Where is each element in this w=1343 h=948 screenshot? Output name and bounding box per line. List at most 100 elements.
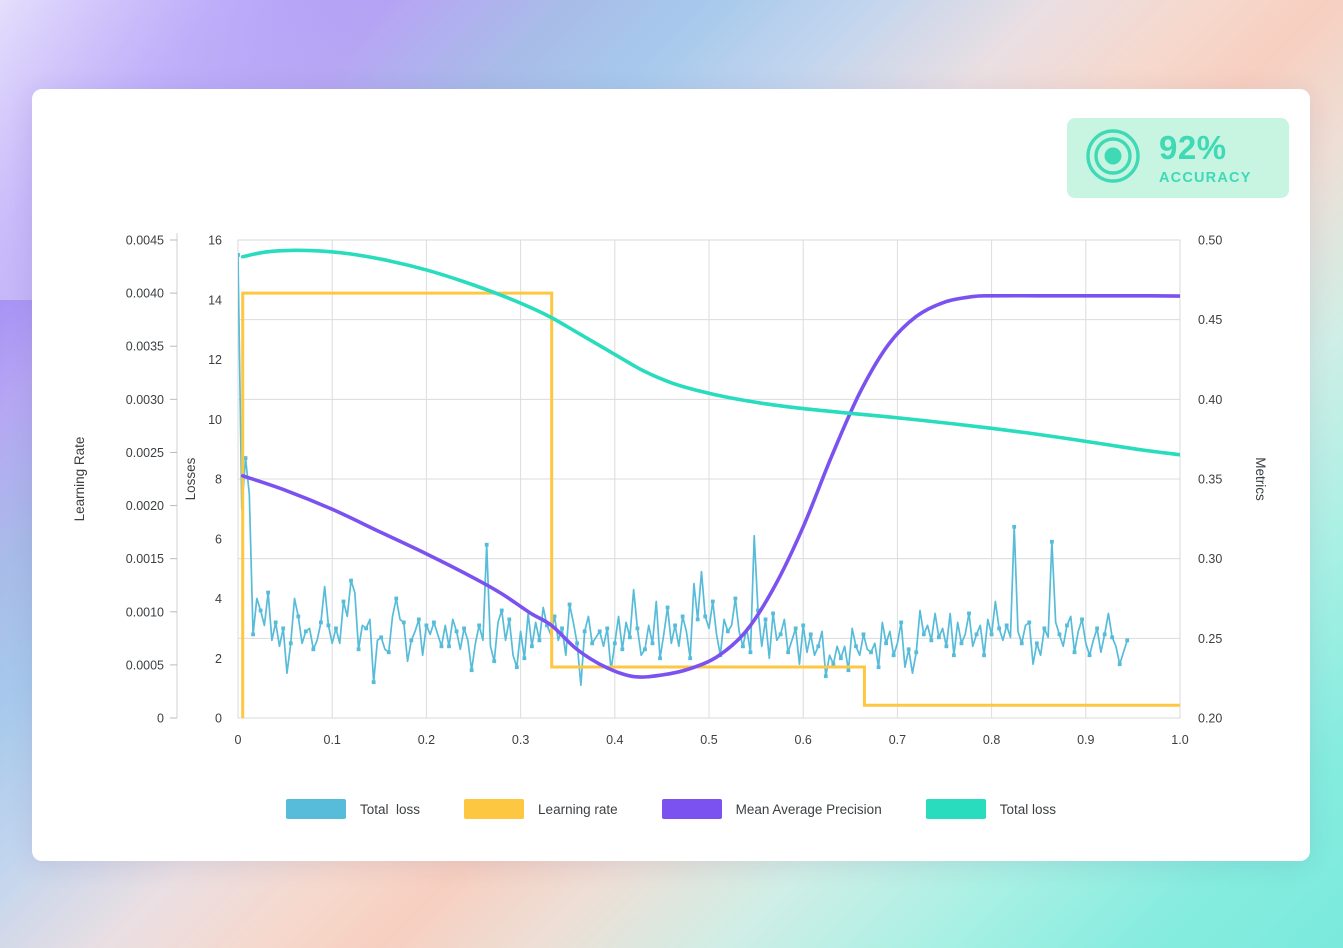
- series-marker: [560, 626, 564, 631]
- series-marker: [612, 641, 617, 646]
- series-marker: [869, 650, 873, 655]
- series-marker: [1027, 620, 1032, 625]
- legend-label: Total loss: [360, 801, 421, 817]
- x-tick-label: 0.2: [418, 733, 435, 747]
- legend-label: Learning rate: [538, 801, 618, 817]
- series-marker: [688, 656, 693, 661]
- legend-total-loss-teal[interactable]: Total loss: [925, 799, 1056, 819]
- metrics-tick-label: 0.45: [1198, 313, 1222, 327]
- series-marker: [575, 641, 580, 646]
- series-marker: [1117, 662, 1122, 667]
- series-marker: [914, 650, 919, 655]
- series-marker: [884, 641, 888, 646]
- series-marker: [763, 617, 768, 622]
- series-marker: [816, 644, 821, 649]
- series-marker: [401, 620, 406, 625]
- series-marker: [273, 620, 278, 625]
- metrics-axis-title: Metrics: [1253, 457, 1268, 501]
- series-marker: [590, 641, 595, 646]
- series-marker: [673, 623, 677, 628]
- series-marker: [838, 656, 843, 661]
- series-marker: [447, 644, 451, 649]
- series-marker: [1034, 641, 1039, 646]
- learning-rate-tick-label: 0.0040: [126, 287, 164, 301]
- series-marker: [665, 605, 670, 610]
- series-marker: [311, 647, 316, 652]
- series-marker: [341, 599, 346, 604]
- chart-card: 92% ACCURACY 0 0.0005 0.0010 0.0015 0.0020 0.…: [32, 89, 1310, 861]
- learning-rate-axis-title: Learning Rate: [72, 437, 87, 522]
- legend-learning-rate[interactable]: Learning rate: [464, 799, 618, 819]
- series-marker: [771, 611, 775, 616]
- learning-rate-tick-label: 0.0035: [126, 340, 164, 354]
- training-chart: 0 0.0005 0.0010 0.0015 0.0020 0.0025 0.0030 0.0…: [72, 233, 1268, 747]
- series-marker: [386, 650, 391, 655]
- series-marker: [921, 632, 926, 637]
- legend-label: Total loss: [999, 801, 1056, 817]
- series-marker: [959, 641, 964, 646]
- x-tick-label: 0.1: [324, 733, 341, 747]
- learning-rate-tick-label: 0.0015: [126, 552, 164, 566]
- series-marker: [492, 659, 497, 664]
- series-marker: [1004, 623, 1009, 628]
- series-marker: [1102, 632, 1107, 637]
- series-marker: [349, 578, 353, 583]
- series-marker: [281, 626, 286, 631]
- series-marker: [643, 647, 647, 652]
- series-marker: [303, 629, 308, 634]
- x-tick-label: 1.0: [1171, 733, 1188, 747]
- series-marker: [530, 644, 534, 649]
- series-marker: [635, 626, 640, 631]
- series-marker: [778, 632, 783, 637]
- series-marker: [371, 680, 376, 685]
- legend-map[interactable]: Mean Average Precision: [661, 799, 882, 819]
- series-marker: [899, 620, 904, 625]
- series-marker: [597, 629, 602, 634]
- series-marker: [989, 632, 994, 637]
- legend-swatch: [661, 799, 722, 819]
- losses-tick-label: 4: [215, 592, 222, 606]
- series-marker: [326, 623, 331, 628]
- series-marker: [424, 623, 429, 628]
- series-marker: [974, 632, 979, 637]
- plot-area: 0 0.0005 0.0010 0.0015 0.0020 0.0025 0.0030 0.0…: [32, 89, 1310, 861]
- legend-total-loss-blue[interactable]: Total loss: [286, 799, 420, 819]
- series-marker: [703, 614, 708, 619]
- series-marker: [1110, 635, 1115, 640]
- learning-rate-tick-label: 0.0010: [126, 605, 164, 619]
- series-marker: [952, 653, 956, 658]
- series-marker: [288, 641, 293, 646]
- metrics-tick-label: 0.40: [1198, 393, 1222, 407]
- series-marker: [567, 602, 572, 607]
- losses-tick-label: 14: [208, 293, 222, 307]
- losses-tick-label: 10: [208, 413, 222, 427]
- x-tick-label: 0.5: [700, 733, 717, 747]
- accuracy-label: ACCURACY: [1159, 169, 1252, 186]
- series-marker: [831, 662, 836, 667]
- series-marker: [484, 542, 489, 547]
- accuracy-value: 92%: [1159, 128, 1227, 166]
- series-group: [238, 248, 1180, 718]
- series-marker: [266, 590, 271, 595]
- series-marker: [861, 632, 866, 637]
- series-marker: [846, 668, 851, 673]
- series-marker: [786, 650, 791, 655]
- series-marker: [379, 635, 384, 640]
- series-marker: [1065, 623, 1069, 628]
- series-marker: [793, 626, 798, 631]
- x-tick-label: 0.8: [983, 733, 1000, 747]
- series-marker: [1049, 539, 1054, 544]
- x-tick-label: 0.6: [795, 733, 812, 747]
- metrics-tick-label: 0.20: [1198, 712, 1222, 726]
- x-tick-label: 0: [235, 733, 242, 747]
- legend-swatch: [286, 799, 347, 819]
- series-marker: [462, 626, 466, 631]
- series-marker: [891, 653, 896, 658]
- series-marker: [364, 626, 369, 631]
- series-marker: [756, 608, 760, 613]
- series-marker: [1087, 653, 1092, 658]
- series-line-map: [240, 293, 1180, 679]
- series-marker: [582, 629, 587, 634]
- series-marker: [439, 644, 444, 649]
- series-marker: [854, 644, 858, 649]
